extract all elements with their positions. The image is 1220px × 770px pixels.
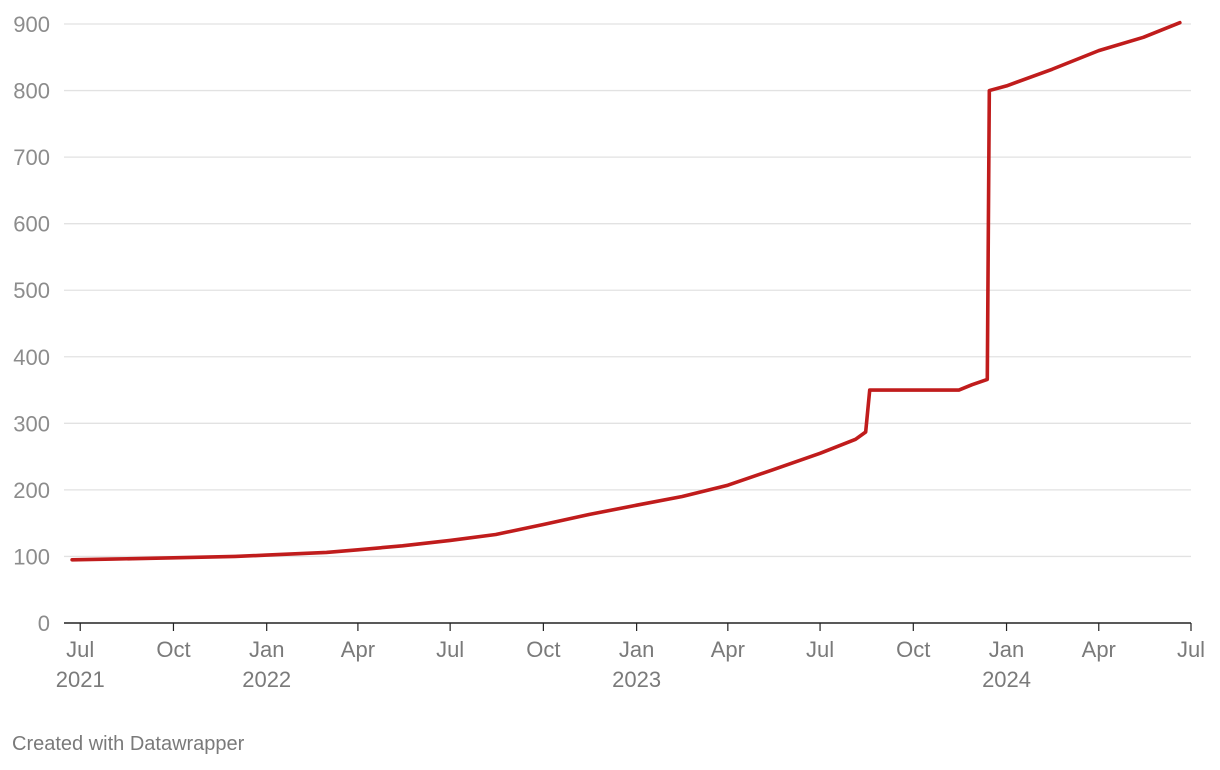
y-tick-label: 900 [13, 12, 50, 37]
y-tick-label: 700 [13, 145, 50, 170]
x-tick-label: Jul [1177, 637, 1205, 662]
x-tick-year-label: 2023 [612, 667, 661, 692]
x-tick-label: Apr [1082, 637, 1116, 662]
x-tick-label: Oct [896, 637, 930, 662]
x-tick-label: Jan [619, 637, 654, 662]
y-tick-label: 500 [13, 278, 50, 303]
x-axis-ticks: Jul 2021 Oct Jan 2022 Apr Jul Oct Jan 2023 Apr Jul O… [56, 623, 1205, 692]
x-tick-year-label: 2021 [56, 667, 105, 692]
x-tick-label: Jul [806, 637, 834, 662]
y-tick-label: 200 [13, 478, 50, 503]
y-tick-label: 400 [13, 345, 50, 370]
footer-credit: Created with Datawrapper [12, 733, 245, 755]
x-tick-year-label: 2024 [982, 667, 1031, 692]
x-tick-label: Jan [249, 637, 284, 662]
x-tick-label: Jul [436, 637, 464, 662]
series-line-0 [70, 20, 1182, 562]
y-tick-label: 300 [13, 411, 50, 436]
x-tick-year-label: 2022 [242, 667, 291, 692]
grid-lines [64, 23, 1191, 558]
x-tick-label: Apr [341, 637, 375, 662]
x-tick-label: Jul [66, 637, 94, 662]
series-layer [70, 20, 1182, 562]
x-tick-label: Apr [711, 637, 745, 662]
y-tick-label: 600 [13, 212, 50, 237]
x-tick-label: Jan [989, 637, 1024, 662]
y-tick-label: 800 [13, 79, 50, 104]
x-tick-label: Oct [156, 637, 190, 662]
y-tick-label: 0 [38, 611, 50, 636]
chart-container: 0 100 200 300 400 500 600 700 800 900 Jul 2021 Oct J… [13, 12, 1205, 692]
y-axis-ticks: 0 100 200 300 400 500 600 700 800 900 [13, 12, 50, 636]
x-tick-label: Oct [526, 637, 560, 662]
y-tick-label: 100 [13, 544, 50, 569]
